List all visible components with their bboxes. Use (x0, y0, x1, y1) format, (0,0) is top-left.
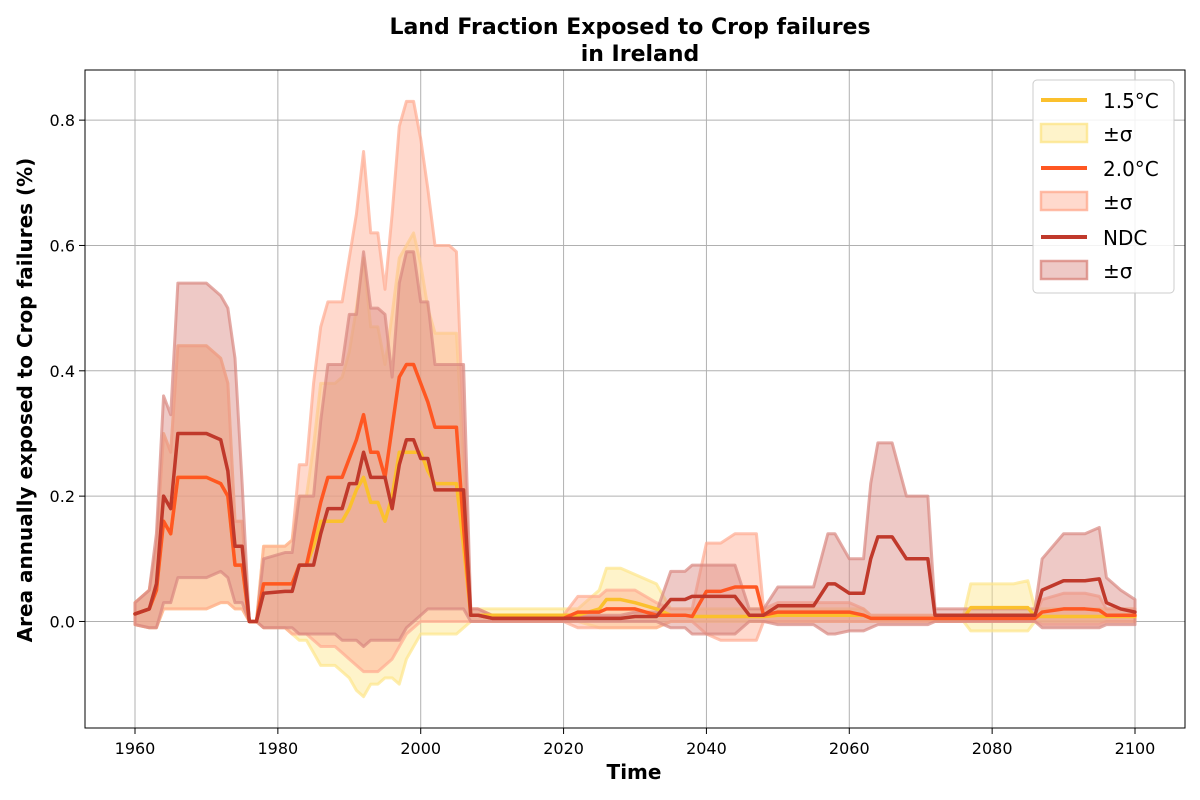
legend-swatch-2p0-band (1039, 190, 1089, 212)
x-tick-label: 2080 (972, 739, 1013, 758)
x-tick-label: 2000 (400, 739, 441, 758)
x-tick-label: 2040 (686, 739, 727, 758)
legend-entry-2p0: 2.0°C (1103, 157, 1159, 181)
legend-box (1032, 79, 1175, 294)
chart-subtitle: in Ireland (581, 42, 700, 67)
legend-entry-ndc-sigma: ±σ (1103, 259, 1133, 283)
x-tick-label: 2100 (1115, 739, 1156, 758)
legend: 1.5°C ±σ 2.0°C ±σ NDC ±σ (1032, 79, 1175, 294)
y-axis-ticks: 0.0 0.2 0.4 0.6 0.8 (50, 111, 85, 631)
legend-entry-1p5-sigma: ±σ (1103, 122, 1133, 146)
legend-entry-2p0-sigma: ±σ (1103, 190, 1133, 214)
chart-title: Land Fraction Exposed to Crop failures (389, 15, 870, 40)
legend-swatch-1p5-band (1039, 122, 1089, 144)
y-tick-label: 0.8 (50, 111, 75, 130)
y-tick-label: 0.4 (50, 362, 75, 381)
legend-entry-ndc: NDC (1103, 226, 1147, 250)
x-axis-label: Time (607, 760, 662, 784)
legend-swatch-ndc-band (1039, 259, 1089, 281)
x-tick-label: 1960 (115, 739, 156, 758)
plot-frame (84, 69, 1186, 729)
legend-entry-1p5: 1.5°C (1103, 89, 1159, 113)
series-line-ndc (133, 431, 1137, 624)
uncertainty-bands (133, 99, 1137, 699)
y-tick-label: 0.0 (50, 612, 75, 631)
y-tick-label: 0.2 (50, 487, 75, 506)
x-tick-label: 2060 (829, 739, 870, 758)
y-axis-label: Area annually exposed to Crop failures (… (13, 158, 37, 643)
x-axis-ticks: 1960 1980 2000 2020 2040 2060 2080 2100 (115, 728, 1156, 758)
series-lines (133, 362, 1137, 624)
x-tick-label: 1980 (257, 739, 298, 758)
band-ndc (133, 250, 1137, 649)
x-tick-label: 2020 (543, 739, 584, 758)
y-tick-label: 0.6 (50, 236, 75, 255)
